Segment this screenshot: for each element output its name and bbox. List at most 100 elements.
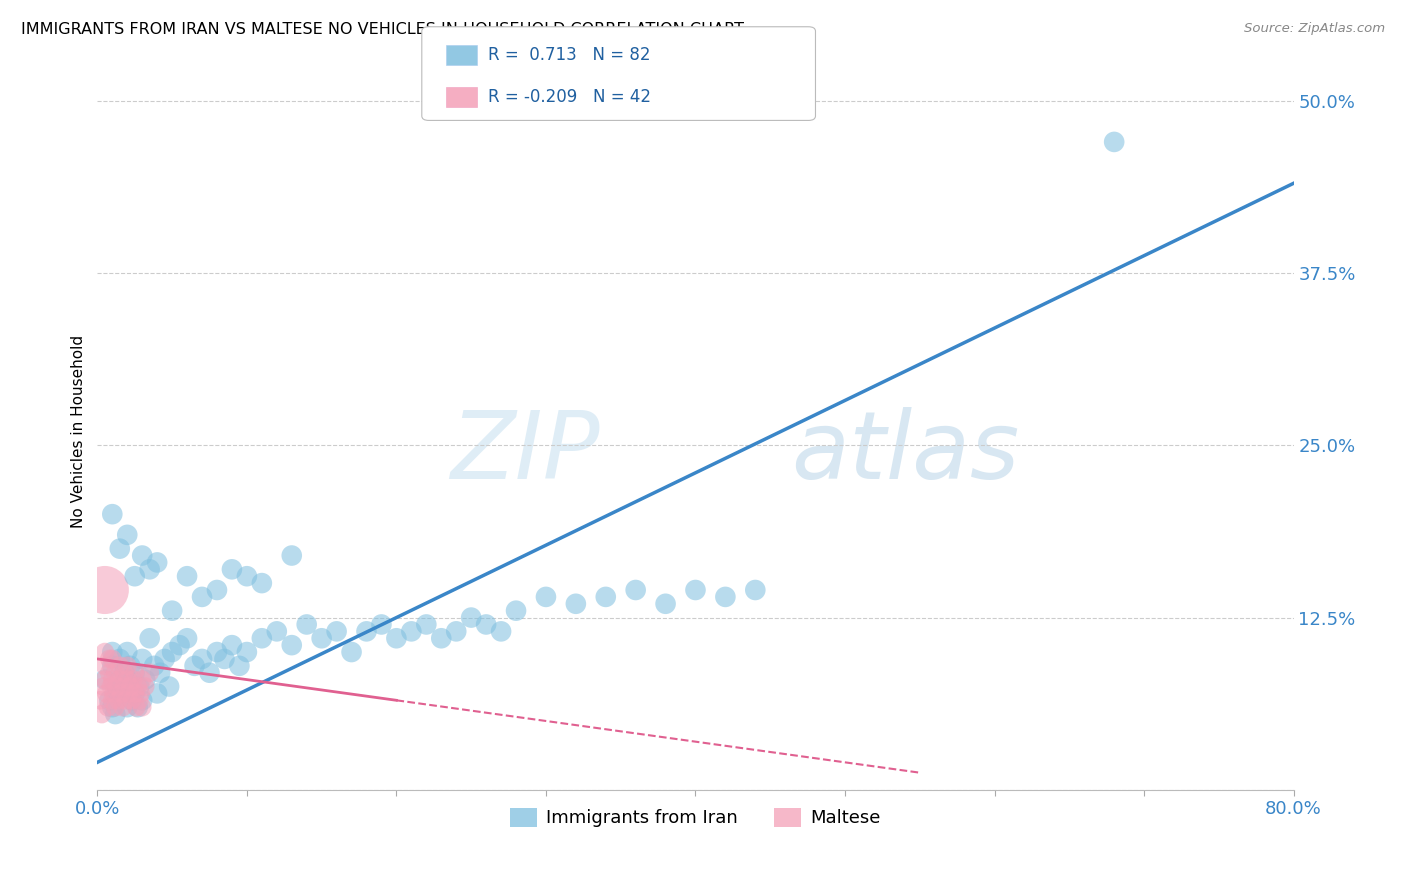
Point	[101, 658, 124, 673]
Point	[143, 658, 166, 673]
Point	[415, 617, 437, 632]
Point	[146, 686, 169, 700]
Point	[111, 700, 134, 714]
Point	[489, 624, 512, 639]
Point	[131, 549, 153, 563]
Text: Source: ZipAtlas.com: Source: ZipAtlas.com	[1244, 22, 1385, 36]
Point	[460, 610, 482, 624]
Point	[149, 665, 172, 680]
Text: R = -0.209   N = 42: R = -0.209 N = 42	[488, 88, 651, 106]
Point	[122, 673, 145, 687]
Point	[146, 556, 169, 570]
Point	[121, 693, 143, 707]
Point	[104, 700, 127, 714]
Point	[153, 652, 176, 666]
Point	[131, 652, 153, 666]
Y-axis label: No Vehicles in Household: No Vehicles in Household	[72, 334, 86, 528]
Point	[101, 693, 124, 707]
Point	[120, 658, 142, 673]
Point	[295, 617, 318, 632]
Point	[191, 652, 214, 666]
Point	[127, 700, 149, 714]
Point	[444, 624, 467, 639]
Point	[117, 673, 139, 687]
Text: R =  0.713   N = 82: R = 0.713 N = 82	[488, 46, 651, 64]
Point	[356, 624, 378, 639]
Point	[97, 700, 120, 714]
Point	[96, 686, 118, 700]
Point	[107, 693, 129, 707]
Point	[236, 569, 259, 583]
Point	[103, 686, 125, 700]
Point	[124, 686, 146, 700]
Point	[475, 617, 498, 632]
Point	[98, 652, 121, 666]
Point	[131, 693, 153, 707]
Point	[505, 604, 527, 618]
Point	[128, 680, 150, 694]
Point	[183, 658, 205, 673]
Point	[131, 700, 153, 714]
Point	[117, 645, 139, 659]
Point	[101, 700, 124, 714]
Point	[138, 665, 160, 680]
Point	[89, 693, 111, 707]
Point	[117, 673, 139, 687]
Point	[108, 541, 131, 556]
Text: ZIP: ZIP	[450, 408, 600, 499]
Point	[108, 673, 131, 687]
Point	[191, 590, 214, 604]
Point	[101, 507, 124, 521]
Point	[176, 632, 198, 646]
Point	[98, 693, 121, 707]
Point	[117, 700, 139, 714]
Point	[128, 693, 150, 707]
Point	[138, 562, 160, 576]
Point	[134, 673, 156, 687]
Point	[104, 665, 127, 680]
Point	[205, 582, 228, 597]
Point	[105, 680, 128, 694]
Point	[101, 652, 124, 666]
Point	[595, 590, 617, 604]
Point	[91, 680, 114, 694]
Point	[90, 707, 112, 722]
Point	[221, 638, 243, 652]
Text: atlas: atlas	[792, 408, 1019, 499]
Point	[114, 693, 136, 707]
Point	[94, 645, 117, 659]
Point	[280, 549, 302, 563]
Point	[138, 632, 160, 646]
Point	[124, 686, 146, 700]
Point	[117, 528, 139, 542]
Point	[101, 673, 124, 687]
Point	[228, 658, 250, 673]
Point	[214, 652, 236, 666]
Point	[98, 665, 121, 680]
Point	[198, 665, 221, 680]
Point	[129, 686, 152, 700]
Point	[108, 686, 131, 700]
Point	[105, 686, 128, 700]
Point	[176, 569, 198, 583]
Point	[108, 658, 131, 673]
Point	[714, 590, 737, 604]
Point	[401, 624, 423, 639]
Point	[250, 632, 273, 646]
Point	[124, 569, 146, 583]
Point	[654, 597, 676, 611]
Point	[744, 582, 766, 597]
Point	[117, 658, 139, 673]
Point	[131, 673, 153, 687]
Point	[134, 680, 156, 694]
Point	[370, 617, 392, 632]
Point	[385, 632, 408, 646]
Point	[112, 665, 135, 680]
Point	[127, 680, 149, 694]
Point	[120, 680, 142, 694]
Legend: Immigrants from Iran, Maltese: Immigrants from Iran, Maltese	[503, 801, 889, 835]
Point	[94, 658, 117, 673]
Point	[94, 582, 117, 597]
Point	[101, 645, 124, 659]
Point	[280, 638, 302, 652]
